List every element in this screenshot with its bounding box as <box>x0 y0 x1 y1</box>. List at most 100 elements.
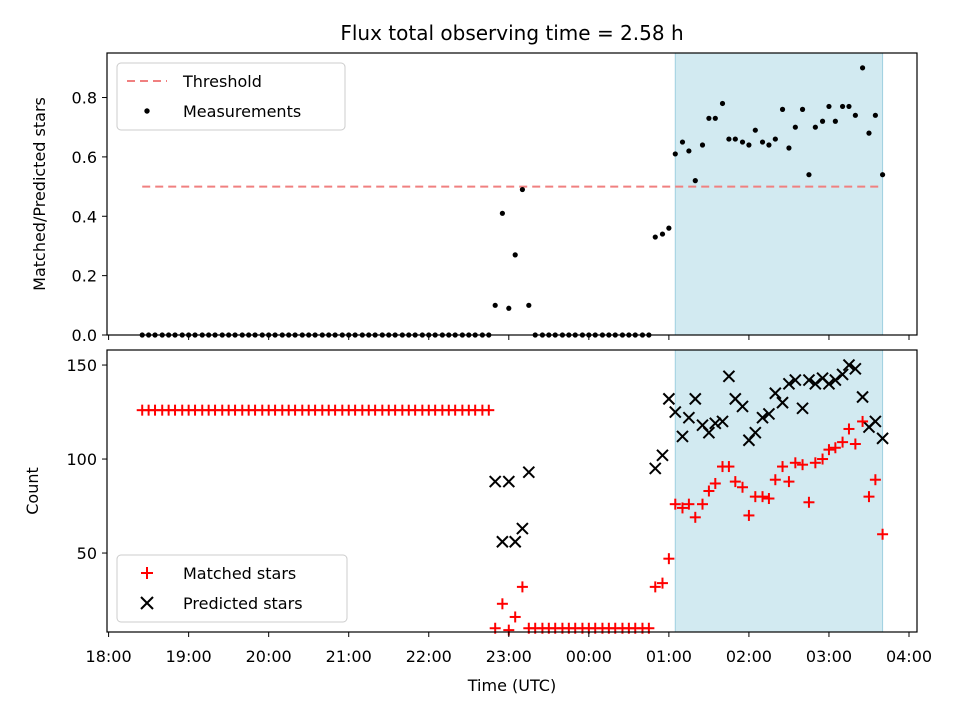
legend-matched-swatch <box>141 567 153 579</box>
measurement-point <box>746 142 752 148</box>
top-legend-box <box>116 62 346 131</box>
matched-points <box>136 404 889 636</box>
measurement-point <box>779 106 786 112</box>
predicted-point <box>702 426 716 439</box>
predicted-point-stroke <box>522 465 536 479</box>
bottom-panel: 50 100 150 18:00 19:00 20:00 21:00 22:00 23:00 0… <box>23 349 932 695</box>
chart-title: Flux total observing time = 2.58 h <box>340 21 683 45</box>
matched-point <box>729 476 741 488</box>
predicted-point-stroke <box>709 417 722 430</box>
matched-point <box>763 493 775 505</box>
predicted-point <box>829 373 842 387</box>
x-tick-label: 04:00 <box>886 647 932 666</box>
predicted-point <box>516 522 529 535</box>
predicted-point <box>789 373 802 387</box>
predicted-point <box>676 430 689 443</box>
legend-matched-label: Matched stars <box>183 564 296 583</box>
predicted-point-stroke <box>842 358 856 372</box>
measurement-point <box>519 186 526 193</box>
top-y-tick-label: 0.4 <box>72 207 97 226</box>
measurement-point <box>506 305 512 311</box>
predicted-point-stroke <box>762 407 776 421</box>
top-shaded-region <box>674 52 884 336</box>
matched-point <box>683 498 695 510</box>
measurement-point <box>772 136 778 142</box>
predicted-point-stroke <box>488 475 502 488</box>
x-tick-label: 19:00 <box>166 647 212 666</box>
matched-point <box>656 577 668 589</box>
predicted-point-stroke <box>829 373 842 387</box>
measurement-point <box>492 302 498 308</box>
measurement-point <box>879 172 886 178</box>
matched-point <box>823 444 835 456</box>
predicted-point <box>502 475 516 488</box>
predicted-point <box>802 373 816 387</box>
measurement-point <box>712 115 718 121</box>
predicted-point-stroke <box>856 390 869 404</box>
predicted-point-stroke <box>682 411 696 424</box>
x-axis-label: Time (UTC) <box>467 676 556 695</box>
matched-point <box>837 436 849 448</box>
measurement-point <box>726 136 732 142</box>
measurement-point <box>752 127 758 133</box>
matched-point <box>783 476 795 488</box>
matched-point <box>869 474 881 486</box>
matched-point <box>696 498 708 510</box>
predicted-point-stroke <box>782 377 796 391</box>
predicted-point <box>682 411 696 424</box>
top-y-axis-label: Matched/Predicted stars <box>30 97 49 291</box>
predicted-point-stroke <box>876 432 889 445</box>
top-y-tick-label: 0.8 <box>72 89 97 108</box>
matched-point <box>803 496 815 508</box>
x-tick-label: 18:00 <box>86 647 132 666</box>
matched-point <box>689 511 701 523</box>
top-y-tick-label: 0.0 <box>72 326 97 345</box>
bottom-y-tick-label: 150 <box>66 356 97 375</box>
predicted-point-stroke <box>776 396 789 409</box>
predicted-point-stroke <box>656 449 669 462</box>
bottom-y-tick-label: 100 <box>66 450 97 469</box>
predicted-point <box>849 362 862 376</box>
matched-point <box>737 481 749 493</box>
predicted-point <box>722 370 736 383</box>
matched-point <box>829 442 841 454</box>
x-tick-label: 02:00 <box>726 647 772 666</box>
matched-point <box>509 611 521 623</box>
predicted-point-stroke <box>702 426 716 439</box>
matched-point <box>797 459 809 471</box>
measurement-point <box>792 124 798 130</box>
x-tick-label: 03:00 <box>806 647 852 666</box>
matched-point <box>723 461 735 473</box>
predicted-point <box>869 415 882 428</box>
predicted-point-stroke <box>662 392 676 406</box>
matched-point <box>857 415 869 427</box>
predicted-point-stroke <box>822 377 836 391</box>
predicted-point <box>709 417 722 430</box>
predicted-point <box>689 392 702 406</box>
matched-point <box>877 528 889 540</box>
top-y-tick-label: 0.6 <box>72 148 97 167</box>
matched-point <box>757 491 769 503</box>
predicted-point-stroke <box>696 418 709 432</box>
top-legend: Threshold Measurements <box>116 62 346 131</box>
predicted-point-stroke <box>769 387 782 400</box>
predicted-point-stroke <box>676 430 689 443</box>
predicted-point <box>716 415 729 428</box>
measurement-point <box>846 103 852 110</box>
predicted-point <box>669 405 682 419</box>
predicted-point <box>782 377 796 391</box>
predicted-point-stroke <box>508 535 522 548</box>
measurement-point <box>819 118 826 124</box>
predicted-point-stroke <box>516 522 529 535</box>
predicted-point <box>496 535 509 548</box>
measurement-point <box>699 142 706 148</box>
predicted-point <box>662 392 676 406</box>
matched-point <box>843 423 855 435</box>
matched-point <box>777 461 789 473</box>
predicted-point-stroke <box>749 426 762 439</box>
measurement-point <box>672 151 678 157</box>
matched-point <box>789 457 801 469</box>
predicted-point-stroke <box>869 415 882 428</box>
x-tick-label: 00:00 <box>566 647 612 666</box>
